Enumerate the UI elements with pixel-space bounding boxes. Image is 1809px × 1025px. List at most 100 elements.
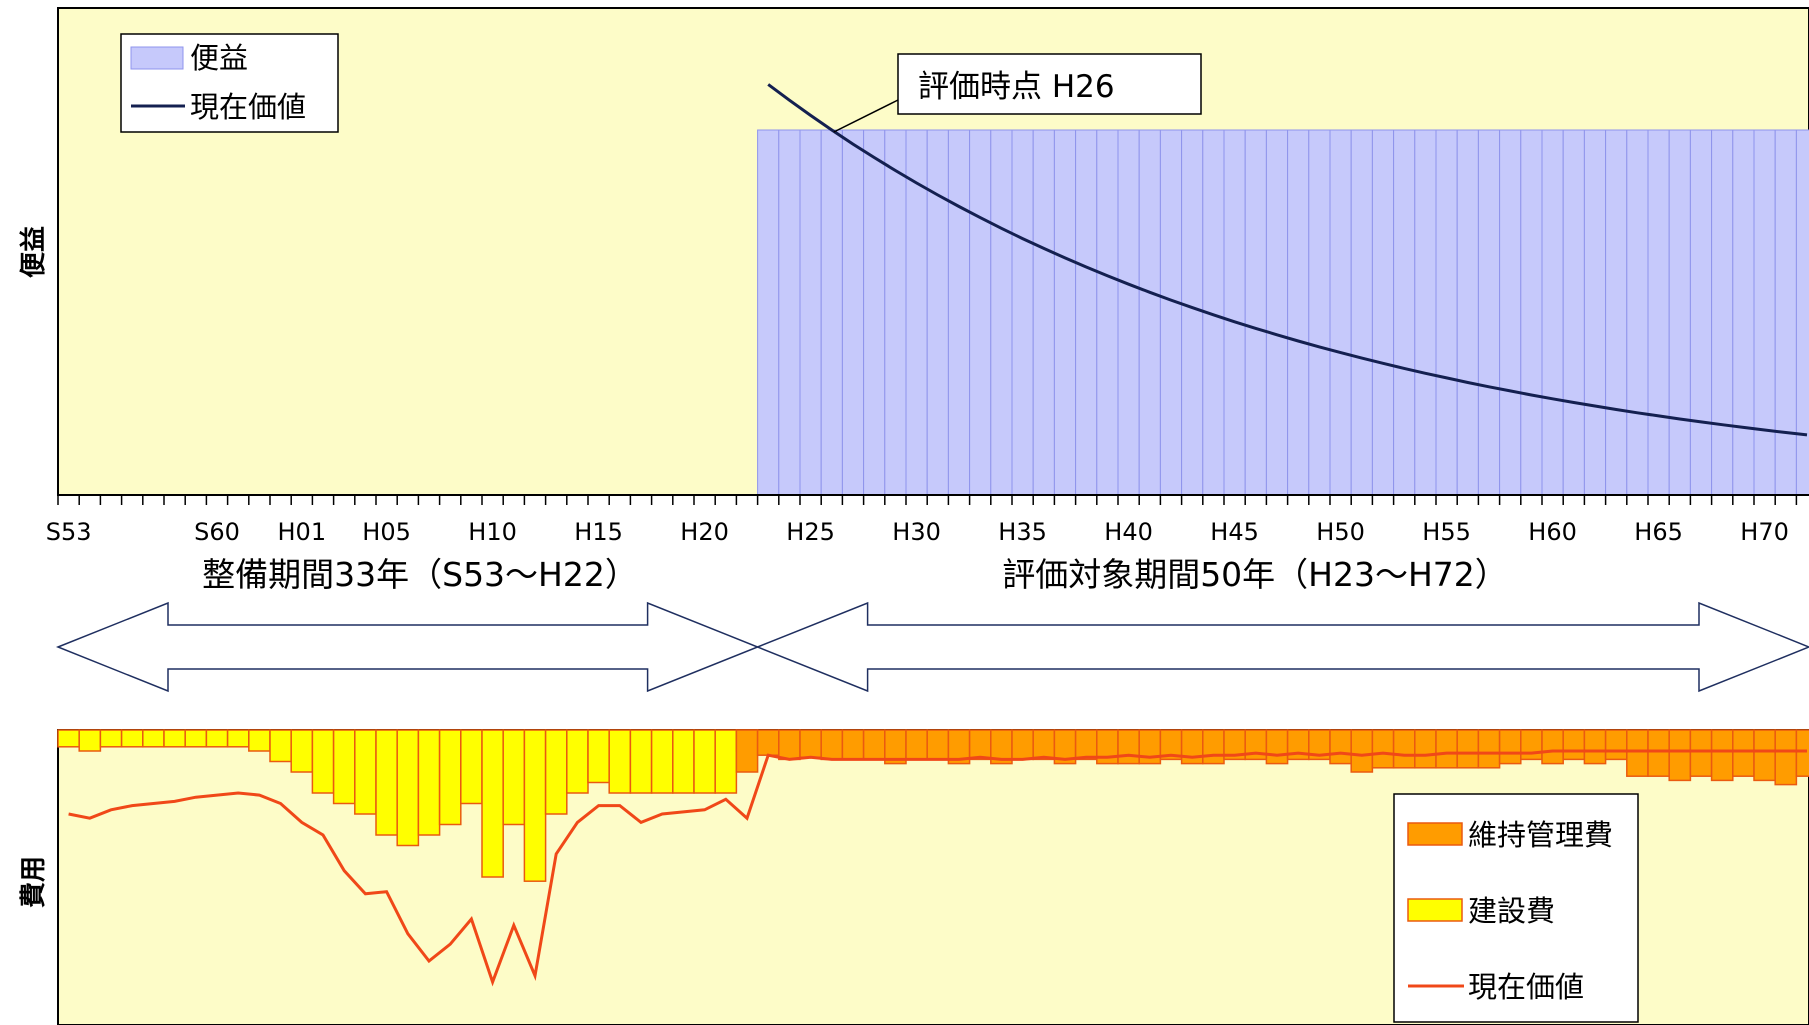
x-axis-tick-labels: S53 S60 H01 H05 H10 H15 H20 H25 H30 H35 H40 H45 H50 H… [46, 518, 1789, 546]
maintenance-bar [968, 729, 992, 761]
x-tick-label: H70 [1740, 518, 1789, 546]
benefit-bar [841, 129, 865, 496]
maintenance-bar [1350, 729, 1374, 773]
x-tick-label: H60 [1528, 518, 1577, 546]
x-tick-label: H45 [1210, 518, 1259, 546]
maintenance-bar [926, 729, 950, 761]
benefit-bar [1435, 129, 1458, 496]
benefit-bar [863, 129, 886, 496]
construction-bar [120, 729, 144, 748]
cost-present-value-line [68, 749, 1807, 987]
benefit-bar [969, 129, 992, 496]
benefit-bar [1541, 129, 1564, 496]
maintenance-bar [1477, 729, 1501, 769]
construction-bar [226, 729, 250, 748]
cost-bars [57, 729, 1809, 882]
maintenance-bar [1583, 729, 1607, 765]
construction-bar [57, 729, 80, 748]
benefit-bar [1668, 129, 1691, 496]
construction-bar [163, 729, 186, 748]
evaluation-period-label: 評価対象期間50年（H23〜H72） [1002, 555, 1508, 594]
x-tick-label: H20 [680, 518, 729, 546]
construction-period-arrow [55, 601, 760, 693]
construction-bar [502, 729, 526, 826]
construction-bar [672, 729, 695, 794]
maintenance-bar [735, 729, 759, 773]
benefit-bar [1308, 129, 1331, 496]
maintenance-bar [1371, 729, 1395, 769]
benefit-bar [1053, 129, 1077, 496]
maintenance-bar [756, 729, 780, 756]
maintenance-bar [841, 729, 865, 761]
construction-bar [417, 729, 441, 836]
benefit-bar [1477, 129, 1501, 496]
construction-bar [354, 729, 377, 815]
benefit-bar [1287, 129, 1310, 496]
maintenance-bar [1520, 729, 1543, 761]
x-tick-label: H15 [574, 518, 623, 546]
maintenance-bar [1414, 729, 1437, 769]
benefit-bar [1711, 129, 1734, 496]
x-tick-label: H35 [998, 518, 1047, 546]
legend-swatch-construction [1407, 898, 1463, 922]
maintenance-bar [1604, 729, 1628, 761]
benefit-bar [990, 129, 1013, 496]
benefit-bar [1520, 129, 1543, 496]
benefit-bar [1732, 129, 1755, 496]
maintenance-bar [1647, 729, 1670, 777]
construction-bar [184, 729, 208, 748]
maintenance-bar [1074, 729, 1098, 761]
construction-bar [205, 729, 229, 748]
construction-bar [290, 729, 314, 773]
benefit-bar [1753, 129, 1776, 496]
maintenance-bar [1732, 729, 1755, 777]
construction-bar [142, 729, 165, 748]
x-tick-label: S53 [46, 518, 92, 546]
benefit-bar [1605, 129, 1628, 496]
benefit-bar [884, 129, 907, 496]
construction-bar [248, 729, 271, 752]
maintenance-bar [1117, 729, 1140, 765]
construction-bar [438, 729, 462, 826]
maintenance-bar [1498, 729, 1522, 765]
benefit-legend: 便益 現在価値 [120, 33, 339, 133]
benefit-bar [905, 129, 928, 496]
x-tick-label: H40 [1104, 518, 1153, 546]
evaluation-period-arrow [755, 601, 1809, 693]
x-tick-label: H65 [1634, 518, 1683, 546]
maintenance-bar [1774, 729, 1798, 786]
maintenance-bar [1435, 729, 1458, 769]
benefit-present-value-line [767, 83, 1808, 437]
benefit-bar [1795, 129, 1809, 496]
maintenance-bar [862, 729, 886, 761]
maintenance-bar [1753, 729, 1776, 782]
maintenance-bar [1795, 729, 1809, 777]
legend-label-construction: 建設費 [1468, 894, 1555, 928]
benefit-bar [1096, 129, 1119, 496]
construction-bar [650, 729, 674, 794]
benefit-bar [1583, 129, 1607, 496]
benefit-bar [1032, 129, 1055, 496]
maintenance-bar [1626, 729, 1649, 777]
construction-bar [375, 729, 398, 836]
benefit-bar [1647, 129, 1670, 496]
x-tick-label: H50 [1316, 518, 1365, 546]
maintenance-bar [1392, 729, 1416, 769]
construction-bar [481, 729, 504, 878]
legend-swatch-maintenance [1407, 822, 1463, 846]
x-axis-ticks [57, 495, 1798, 505]
construction-bar [396, 729, 420, 847]
benefit-bar [1562, 129, 1585, 496]
benefit-axis-title: 便益 [19, 226, 49, 278]
benefit-bar [799, 129, 822, 496]
maintenance-bar [1689, 729, 1713, 777]
benefit-bar [1774, 129, 1797, 496]
maintenance-bar [799, 729, 822, 759]
benefit-bar [1223, 129, 1246, 496]
maintenance-bar [1329, 729, 1352, 765]
benefit-bar [1075, 129, 1098, 496]
x-tick-label: H25 [786, 518, 835, 546]
construction-bar [460, 729, 483, 805]
benefit-bar [947, 129, 971, 496]
